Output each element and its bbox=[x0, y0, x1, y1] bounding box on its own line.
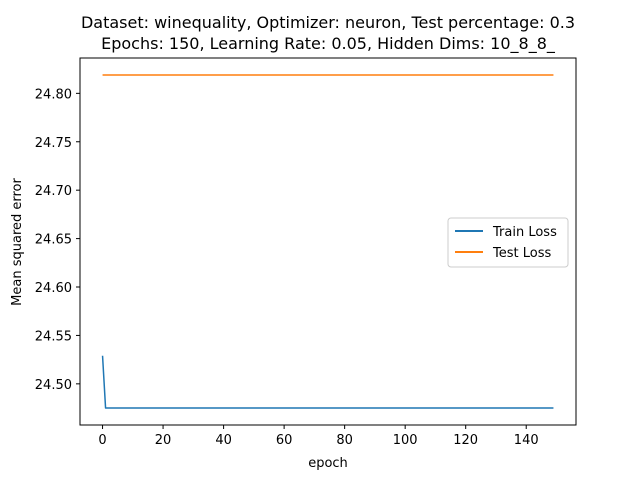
y-tick-label: 24.70 bbox=[35, 184, 72, 199]
chart-title: Dataset: winequality, Optimizer: neuron,… bbox=[81, 13, 575, 32]
x-tick-label: 140 bbox=[514, 433, 539, 448]
series-line-train-loss bbox=[103, 356, 554, 408]
x-axis-label: epoch bbox=[308, 456, 348, 471]
y-axis-label: Mean squared error bbox=[10, 178, 25, 306]
x-tick-label: 120 bbox=[453, 433, 478, 448]
y-tick-label: 24.50 bbox=[35, 378, 72, 393]
x-tick-label: 60 bbox=[276, 433, 293, 448]
legend-label-train-loss: Train Loss bbox=[492, 225, 557, 240]
chart-subtitle: Epochs: 150, Learning Rate: 0.05, Hidden… bbox=[101, 34, 556, 54]
y-tick-label: 24.75 bbox=[35, 136, 72, 151]
y-tick-label: 24.55 bbox=[35, 329, 72, 344]
x-tick-label: 20 bbox=[155, 433, 172, 448]
y-tick-label: 24.60 bbox=[35, 281, 72, 296]
legend-label-test-loss: Test Loss bbox=[492, 246, 551, 261]
x-axis-ticks: 0 20 40 60 80 100 120 140 bbox=[98, 425, 538, 448]
legend: Train Loss Test Loss bbox=[448, 218, 568, 267]
x-tick-label: 40 bbox=[215, 433, 232, 448]
y-tick-label: 24.65 bbox=[35, 233, 72, 248]
x-tick-label: 0 bbox=[98, 433, 106, 448]
y-tick-label: 24.80 bbox=[35, 87, 72, 102]
x-tick-label: 100 bbox=[393, 433, 418, 448]
x-tick-label: 80 bbox=[336, 433, 353, 448]
y-axis-ticks: 24.50 24.55 24.60 24.65 24.70 24.75 24.80 bbox=[35, 87, 80, 393]
